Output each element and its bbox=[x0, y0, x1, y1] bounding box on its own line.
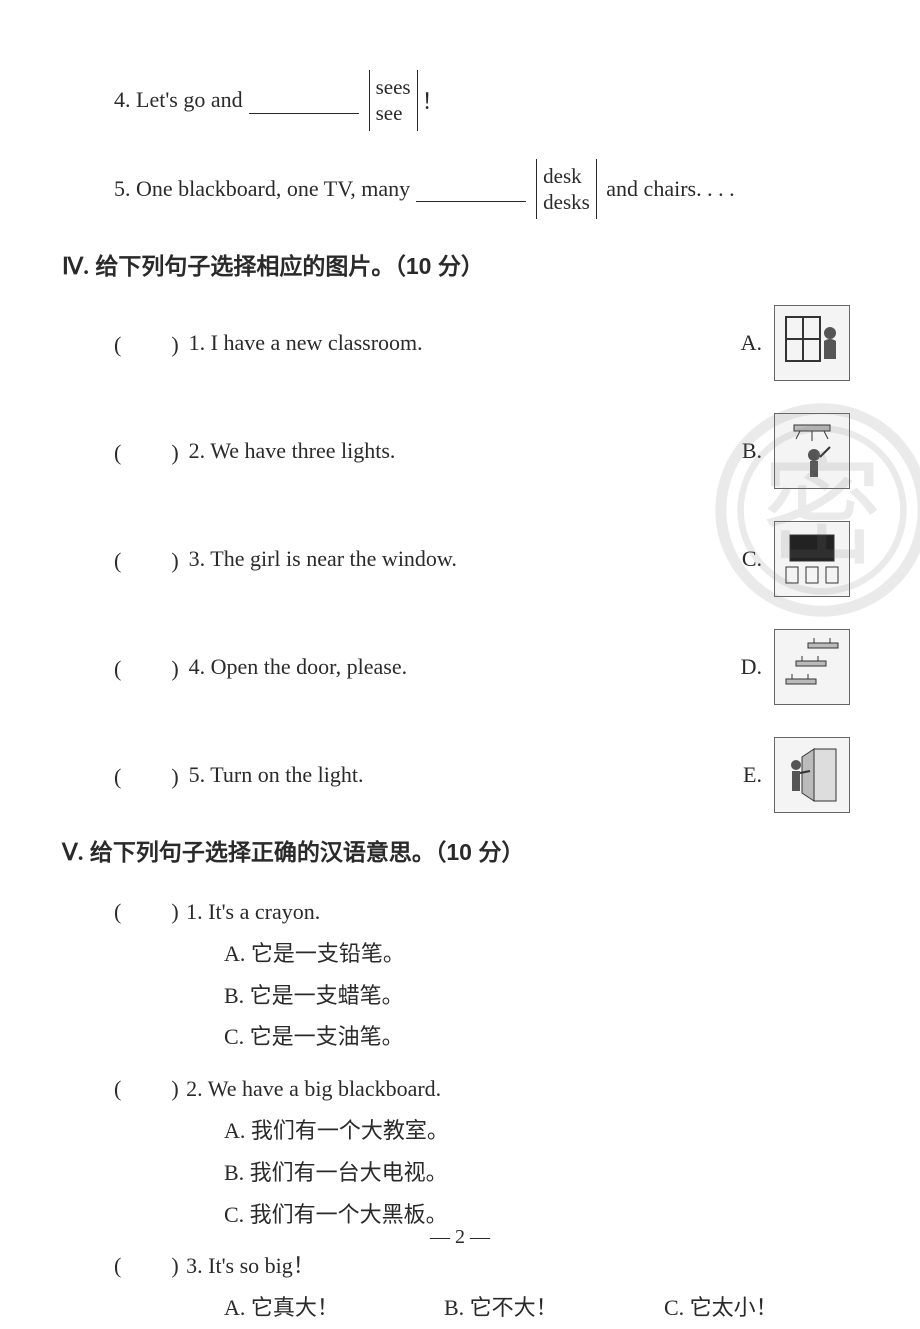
q-number: 1. bbox=[186, 899, 203, 924]
q-number: 3. bbox=[186, 1253, 203, 1278]
choice-option: desks bbox=[543, 189, 590, 215]
mc-stem: It's a crayon. bbox=[208, 899, 320, 924]
answer-paren[interactable]: ( ) bbox=[114, 1245, 181, 1287]
section-title: 给下列句子选择正确的汉语意思。（10 分） bbox=[90, 839, 524, 865]
q4-post-text: ！ bbox=[422, 84, 444, 116]
choice-bracket: desk desks bbox=[536, 159, 597, 220]
q-number: 4. bbox=[114, 87, 131, 113]
match-sentence: 1. I have a new classroom. bbox=[189, 330, 423, 356]
answer-blank[interactable] bbox=[416, 183, 526, 202]
picture-a-girl-window-icon bbox=[774, 305, 850, 381]
answer-paren[interactable]: ( ) bbox=[114, 759, 181, 791]
worksheet-page: 密 4. Let's go and sees see ！ 5. One blac… bbox=[0, 0, 920, 1265]
mc-question-3: ( ) 3. It's so big！ A. 它真大！ B. 它不大！ C. 它… bbox=[114, 1245, 850, 1329]
match-sentence: 3. The girl is near the window. bbox=[189, 546, 457, 572]
match-item: ( ) 2. We have three lights. B. bbox=[114, 413, 850, 489]
picture-c-classroom-tv-icon bbox=[774, 521, 850, 597]
fill-blank-q4: 4. Let's go and sees see ！ bbox=[114, 70, 850, 131]
section-heading-iv: Ⅳ. 给下列句子选择相应的图片。（10 分） bbox=[62, 247, 850, 281]
mc-option-a: A. 它是一支铅笔。 bbox=[224, 933, 524, 975]
q-number: 2. bbox=[186, 1076, 203, 1101]
answer-paren[interactable]: ( ) bbox=[114, 327, 181, 359]
q4-pre-text: Let's go and bbox=[136, 87, 243, 113]
mc-question-1: ( ) 1. It's a crayon. A. 它是一支铅笔。 B. 它是一支… bbox=[114, 891, 850, 1058]
match-sentence: 5. Turn on the light. bbox=[189, 762, 364, 788]
option-letter: D. bbox=[732, 654, 762, 680]
choice-option: sees bbox=[376, 74, 411, 100]
picture-b-turn-on-light-icon bbox=[774, 413, 850, 489]
mc-option-b: B. 它是一支蜡笔。 bbox=[224, 975, 524, 1017]
q5-pre-text: One blackboard, one TV, many bbox=[136, 176, 410, 202]
picture-e-open-door-icon bbox=[774, 737, 850, 813]
picture-d-three-lights-icon bbox=[774, 629, 850, 705]
answer-paren[interactable]: ( ) bbox=[114, 651, 181, 683]
choice-option: see bbox=[376, 100, 411, 126]
q5-post-text: and chairs. . . . bbox=[606, 176, 734, 202]
answer-paren[interactable]: ( ) bbox=[114, 1068, 181, 1110]
page-number: — 2 — bbox=[0, 1226, 920, 1249]
match-item: ( ) 1. I have a new classroom. A. bbox=[114, 305, 850, 381]
answer-paren[interactable]: ( ) bbox=[114, 435, 181, 467]
option-letter: A. bbox=[732, 330, 762, 356]
fill-blank-q5: 5. One blackboard, one TV, many desk des… bbox=[114, 159, 850, 220]
choice-bracket: sees see bbox=[369, 70, 418, 131]
mc-option-c: C. 它太小！ bbox=[664, 1287, 844, 1329]
match-item: ( ) 5. Turn on the light. E. bbox=[114, 737, 850, 813]
match-sentence: 2. We have three lights. bbox=[189, 438, 396, 464]
choice-option: desk bbox=[543, 163, 590, 189]
answer-paren[interactable]: ( ) bbox=[114, 543, 181, 575]
option-letter: C. bbox=[732, 546, 762, 572]
mc-option-b: B. 它不大！ bbox=[444, 1287, 624, 1329]
answer-blank[interactable] bbox=[249, 95, 359, 114]
answer-paren[interactable]: ( ) bbox=[114, 891, 181, 933]
match-sentence: 4. Open the door, please. bbox=[189, 654, 407, 680]
mc-option-c: C. 它是一支油笔。 bbox=[224, 1016, 524, 1058]
q-number: 5. bbox=[114, 176, 131, 202]
roman-numeral: Ⅳ. bbox=[62, 254, 89, 279]
option-letter: B. bbox=[732, 438, 762, 464]
roman-numeral: Ⅴ. bbox=[62, 840, 83, 865]
option-letter: E. bbox=[732, 762, 762, 788]
section-heading-v: Ⅴ. 给下列句子选择正确的汉语意思。（10 分） bbox=[62, 833, 850, 867]
mc-option-a: A. 我们有一个大教室。 bbox=[224, 1110, 524, 1152]
match-item: ( ) 3. The girl is near the window. C. bbox=[114, 521, 850, 597]
mc-stem: We have a big blackboard. bbox=[208, 1076, 441, 1101]
match-item: ( ) 4. Open the door, please. D. bbox=[114, 629, 850, 705]
mc-option-a: A. 它真大！ bbox=[224, 1287, 404, 1329]
mc-option-b: B. 我们有一台大电视。 bbox=[224, 1152, 524, 1194]
section-title: 给下列句子选择相应的图片。（10 分） bbox=[95, 253, 483, 279]
mc-question-2: ( ) 2. We have a big blackboard. A. 我们有一… bbox=[114, 1068, 850, 1235]
mc-stem: It's so big！ bbox=[208, 1253, 315, 1278]
